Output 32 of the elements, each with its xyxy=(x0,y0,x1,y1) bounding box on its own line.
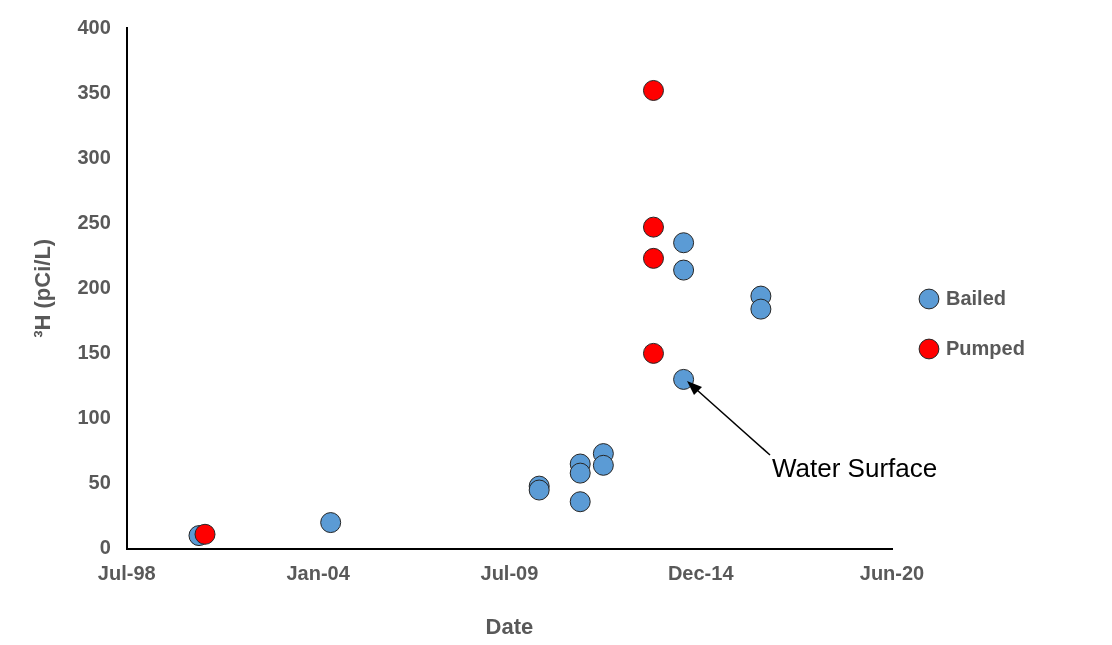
y-tick-label: 150 xyxy=(77,340,111,363)
point xyxy=(673,232,695,254)
point xyxy=(750,298,772,320)
x-axis-title: Date xyxy=(485,613,534,639)
point xyxy=(592,454,614,476)
y-tick-label: 100 xyxy=(77,405,111,428)
point xyxy=(642,247,664,269)
legend-label: Pumped xyxy=(946,336,1025,359)
point xyxy=(642,342,664,364)
point xyxy=(673,368,695,390)
y-tick-label: 350 xyxy=(77,80,111,103)
y-tick-label: 50 xyxy=(88,471,111,494)
y-tick-label: 0 xyxy=(99,536,111,559)
x-tick-label: Jun-20 xyxy=(859,562,925,585)
y-axis-title: ³H (pCi/L) xyxy=(30,238,56,338)
point xyxy=(569,462,591,484)
point xyxy=(194,523,216,545)
y-tick-label: 400 xyxy=(77,15,111,38)
point xyxy=(642,79,664,101)
point xyxy=(320,512,342,534)
x-tick-label: Jul-98 xyxy=(97,562,156,585)
legend-label: Bailed xyxy=(946,286,1007,309)
annotation: Water Surface xyxy=(772,453,938,484)
x-tick-label: Jan-04 xyxy=(286,562,351,585)
point xyxy=(642,216,664,238)
y-tick-label: 250 xyxy=(77,210,111,233)
y-tick-label: 200 xyxy=(77,275,111,298)
x-tick-label: Jul-09 xyxy=(480,562,539,585)
y-tick-label: 300 xyxy=(77,145,111,168)
x-tick-label: Dec-14 xyxy=(667,562,735,585)
point xyxy=(673,259,695,281)
point xyxy=(569,491,591,513)
